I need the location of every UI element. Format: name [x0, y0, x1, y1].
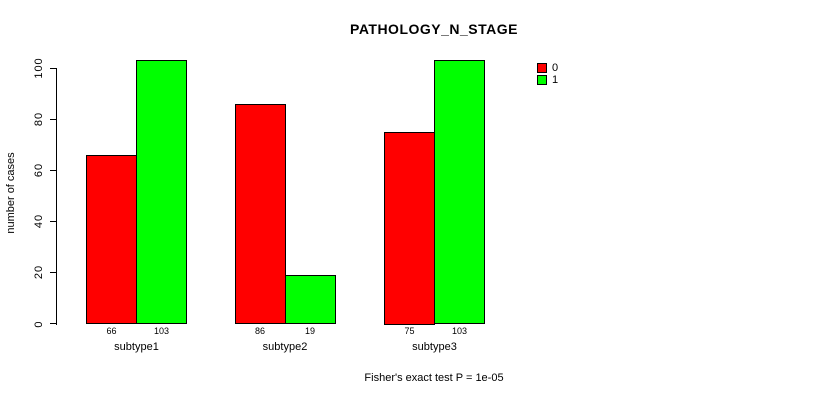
- y-tick: [50, 67, 57, 69]
- legend-label: 0: [552, 62, 559, 74]
- y-tick-label: 80: [33, 111, 45, 127]
- legend-item-1: 1: [537, 74, 559, 86]
- legend-swatch-icon: [537, 63, 547, 73]
- y-tick-label: 60: [33, 163, 45, 178]
- y-tick: [50, 169, 57, 171]
- legend-label: 1: [552, 74, 559, 86]
- bar-subtype2-group0: [234, 103, 286, 325]
- legend-item-0: 0: [537, 62, 559, 74]
- legend-swatch-icon: [537, 75, 547, 85]
- bar-value-label: 103: [153, 325, 170, 336]
- stat-annotation: Fisher's exact test P = 1e-05: [364, 372, 504, 384]
- y-tick: [50, 271, 57, 273]
- bar-value-label: 103: [451, 325, 468, 336]
- bar-value-label: 86: [254, 325, 266, 336]
- chart-title: PATHOLOGY_N_STAGE: [350, 21, 518, 37]
- bar-subtype3-group0: [384, 131, 435, 325]
- y-tick: [50, 220, 57, 222]
- y-tick-label: 40: [33, 214, 45, 229]
- bar-subtype3-group1: [434, 60, 485, 325]
- bar-value-label: 19: [304, 325, 316, 336]
- bar-subtype2-group1: [284, 274, 336, 325]
- y-tick-label: 20: [33, 265, 45, 280]
- x-category-label: subtype2: [262, 340, 308, 353]
- y-axis-line: [56, 68, 57, 325]
- y-tick: [50, 118, 57, 120]
- bar-subtype1-group0: [86, 154, 137, 325]
- x-category-label: subtype1: [114, 340, 159, 353]
- x-category-label: subtype3: [412, 340, 457, 353]
- bar-subtype1-group1: [136, 60, 187, 325]
- bar-value-label: 75: [404, 325, 415, 336]
- y-tick-label: 0: [33, 319, 45, 328]
- y-tick-label: 100: [33, 57, 45, 79]
- bar-value-label: 66: [106, 325, 117, 336]
- y-tick: [50, 323, 57, 324]
